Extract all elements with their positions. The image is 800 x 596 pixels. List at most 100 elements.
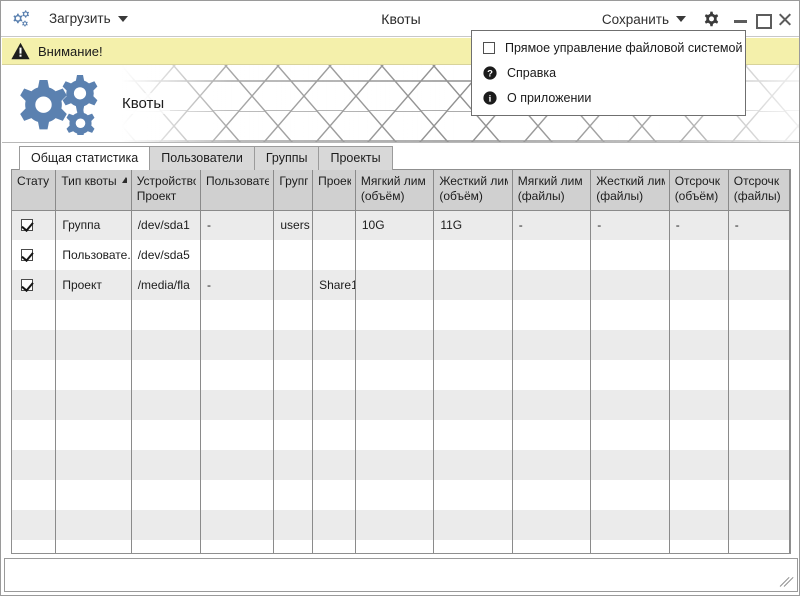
settings-button[interactable] bbox=[694, 1, 728, 37]
table-row[interactable]: Пользовате./dev/sda5 bbox=[12, 240, 790, 270]
cell-3 bbox=[200, 390, 275, 420]
cell-7: 11G bbox=[433, 210, 513, 240]
table-row[interactable] bbox=[12, 480, 790, 510]
column-header-2[interactable]: Устройство Проект bbox=[131, 170, 202, 211]
checkbox-unchecked-icon[interactable] bbox=[483, 41, 495, 54]
column-header-label: Устройство bbox=[136, 174, 196, 188]
load-menu-label: Загрузить bbox=[49, 11, 111, 26]
table-row[interactable] bbox=[12, 300, 790, 330]
menu-item-label: Прямое управление файловой системой bbox=[505, 40, 743, 55]
cell-3 bbox=[200, 480, 275, 510]
minimize-icon[interactable] bbox=[734, 13, 747, 26]
tab-groups[interactable]: Группы bbox=[253, 146, 320, 170]
cell-9 bbox=[590, 480, 670, 510]
column-header-content: Отсрочк (объём) bbox=[675, 174, 724, 206]
table-row[interactable]: Группа/dev/sda1- users 10G 11G - - - - bbox=[12, 210, 790, 240]
tab-general-statistics[interactable]: Общая статистика bbox=[19, 146, 151, 170]
tab-projects[interactable]: Проекты bbox=[318, 146, 393, 170]
close-icon[interactable] bbox=[778, 13, 791, 26]
cell-1 bbox=[55, 300, 132, 330]
column-header-content: Проек bbox=[318, 174, 351, 206]
cell-8 bbox=[512, 540, 592, 553]
save-menu-button[interactable]: Сохранить bbox=[594, 1, 694, 37]
cell-7 bbox=[433, 300, 513, 330]
column-header-4[interactable]: Группа bbox=[273, 170, 314, 211]
checkbox-checked-icon[interactable] bbox=[21, 249, 33, 261]
column-header-5[interactable]: Проек bbox=[312, 170, 356, 211]
table-row[interactable] bbox=[12, 360, 790, 390]
cell-7 bbox=[433, 480, 513, 510]
cell-4 bbox=[273, 360, 314, 390]
cell-2 bbox=[131, 480, 202, 510]
cell-1: Группа bbox=[55, 210, 132, 240]
cell-5 bbox=[312, 240, 356, 270]
table-header-row: Стату Тип квоты Устройство Проект Пользовате… bbox=[12, 170, 790, 211]
help-circle-icon: ? bbox=[483, 65, 497, 80]
column-header-10[interactable]: Отсрочк (объём) bbox=[669, 170, 729, 211]
warning-triangle-icon bbox=[11, 42, 30, 60]
table-row[interactable] bbox=[12, 540, 790, 553]
svg-text:?: ? bbox=[487, 68, 493, 79]
cell-3 bbox=[200, 360, 275, 390]
menu-item-help[interactable]: ? Справка bbox=[472, 60, 745, 85]
table-row[interactable] bbox=[12, 510, 790, 540]
cell-2 bbox=[131, 540, 202, 553]
cell-6 bbox=[355, 240, 435, 270]
resize-grip-icon[interactable] bbox=[779, 574, 794, 588]
checkbox-checked-icon[interactable] bbox=[21, 279, 33, 291]
column-header-label: Мягкий лим bbox=[360, 174, 426, 188]
column-header-8[interactable]: Мягкий лим (файлы) bbox=[512, 170, 592, 211]
table-row[interactable] bbox=[12, 390, 790, 420]
cell-8 bbox=[512, 330, 592, 360]
column-header-label: Тип квоты bbox=[61, 174, 127, 189]
cell-10 bbox=[669, 480, 729, 510]
column-header-0[interactable]: Стату bbox=[12, 170, 57, 211]
cell-8 bbox=[512, 420, 592, 450]
window-controls bbox=[728, 13, 799, 29]
menu-item-direct-fs-management[interactable]: Прямое управление файловой системой bbox=[472, 35, 745, 60]
cell-2 bbox=[131, 420, 202, 450]
column-header-3[interactable]: Пользовате. bbox=[200, 170, 275, 211]
column-header-11[interactable]: Отсрочк (файлы) bbox=[728, 170, 790, 211]
cell-5: Share1 bbox=[312, 270, 356, 300]
table-row[interactable]: Проект/media/fla - Share1 bbox=[12, 270, 790, 300]
column-header-1[interactable]: Тип квоты bbox=[55, 170, 132, 211]
column-header-9[interactable]: Жесткий лим (файлы) bbox=[590, 170, 670, 211]
cell-2 bbox=[131, 330, 202, 360]
settings-dropdown-menu: Прямое управление файловой системой ? Сп… bbox=[471, 30, 746, 116]
cell-status bbox=[12, 420, 57, 450]
column-header-label: Группа bbox=[279, 174, 308, 188]
cell-4 bbox=[273, 300, 314, 330]
cell-10 bbox=[669, 330, 729, 360]
cell-5 bbox=[312, 540, 356, 553]
cell-2 bbox=[131, 510, 202, 540]
gear-icon bbox=[704, 11, 718, 26]
menu-item-about[interactable]: i О приложении bbox=[472, 85, 745, 110]
cell-1: Пользовате. bbox=[55, 240, 132, 270]
cell-10: - bbox=[669, 210, 729, 240]
table-row[interactable] bbox=[12, 330, 790, 360]
table-row[interactable] bbox=[12, 420, 790, 450]
cell-2 bbox=[131, 360, 202, 390]
load-menu-button[interactable]: Загрузить bbox=[41, 1, 136, 37]
cell-2 bbox=[131, 300, 202, 330]
column-header-7[interactable]: Жесткий лим (объём) bbox=[433, 170, 513, 211]
cell-11 bbox=[728, 360, 790, 390]
column-header-content: Отсрочк (файлы) bbox=[734, 174, 785, 206]
cell-1: Проект bbox=[55, 270, 132, 300]
checkbox-checked-icon[interactable] bbox=[21, 219, 33, 232]
app-icon bbox=[1, 1, 41, 37]
cell-3 bbox=[200, 450, 275, 480]
cell-8 bbox=[512, 390, 592, 420]
cell-9 bbox=[590, 510, 670, 540]
quota-table-container[interactable]: Стату Тип квоты Устройство Проект Пользовате… bbox=[11, 169, 791, 554]
column-header-content: Тип квоты bbox=[61, 174, 127, 206]
table-row[interactable] bbox=[12, 450, 790, 480]
column-header-sublabel: (объём) bbox=[439, 189, 483, 203]
cell-7 bbox=[433, 390, 513, 420]
maximize-icon[interactable] bbox=[756, 13, 772, 29]
cell-7 bbox=[433, 510, 513, 540]
tab-users[interactable]: Пользователи bbox=[149, 146, 255, 170]
column-header-6[interactable]: Мягкий лим (объём) bbox=[355, 170, 435, 211]
cell-4 bbox=[273, 450, 314, 480]
